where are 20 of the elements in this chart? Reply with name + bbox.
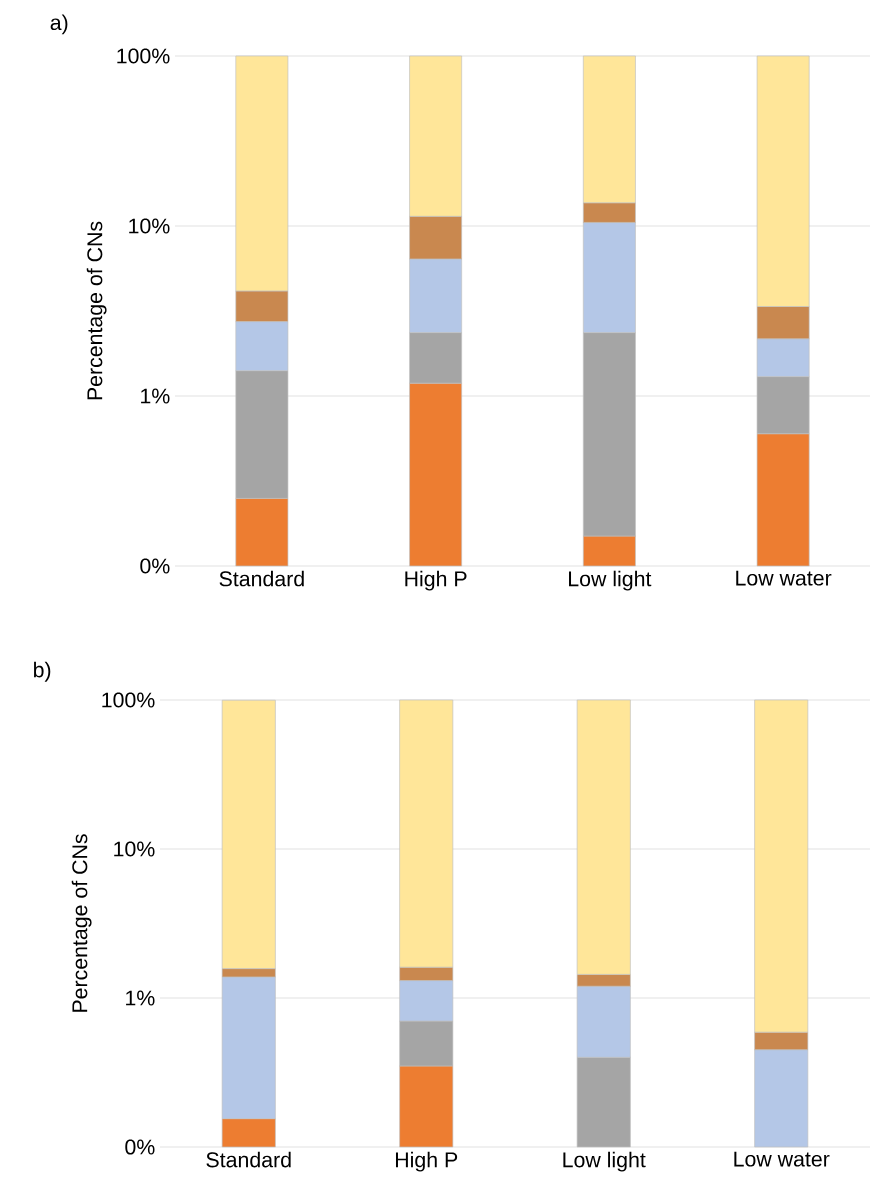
x-tick-label: High P (405, 570, 467, 591)
y-tick-label: 1% (126, 990, 155, 1006)
y-tick-label: 100% (117, 48, 170, 64)
y-tick-label: 100% (102, 692, 155, 708)
x-tick-label: Low light (569, 570, 652, 591)
x-tick-label: Standard (206, 1151, 291, 1168)
chart-title: a) (50, 14, 68, 35)
x-tick-label: High P (395, 1151, 458, 1172)
x-tick-label: Standard (219, 570, 304, 587)
x-tick-label: Low water (736, 570, 832, 586)
y-axis-title: Percentage of CNs (71, 834, 92, 1012)
y-tick-label: 10% (129, 218, 170, 234)
x-tick-label: Low light (563, 1151, 646, 1172)
y-tick-label: 0% (125, 1139, 155, 1155)
y-tick-label: 10% (114, 841, 155, 857)
y-tick-label: 1% (141, 388, 170, 404)
y-tick-label: 0% (140, 558, 170, 574)
y-axis-title: Percentage of CNs (86, 221, 107, 400)
x-tick-label: Low water (734, 1151, 830, 1167)
chart-title: b) (34, 661, 51, 682)
